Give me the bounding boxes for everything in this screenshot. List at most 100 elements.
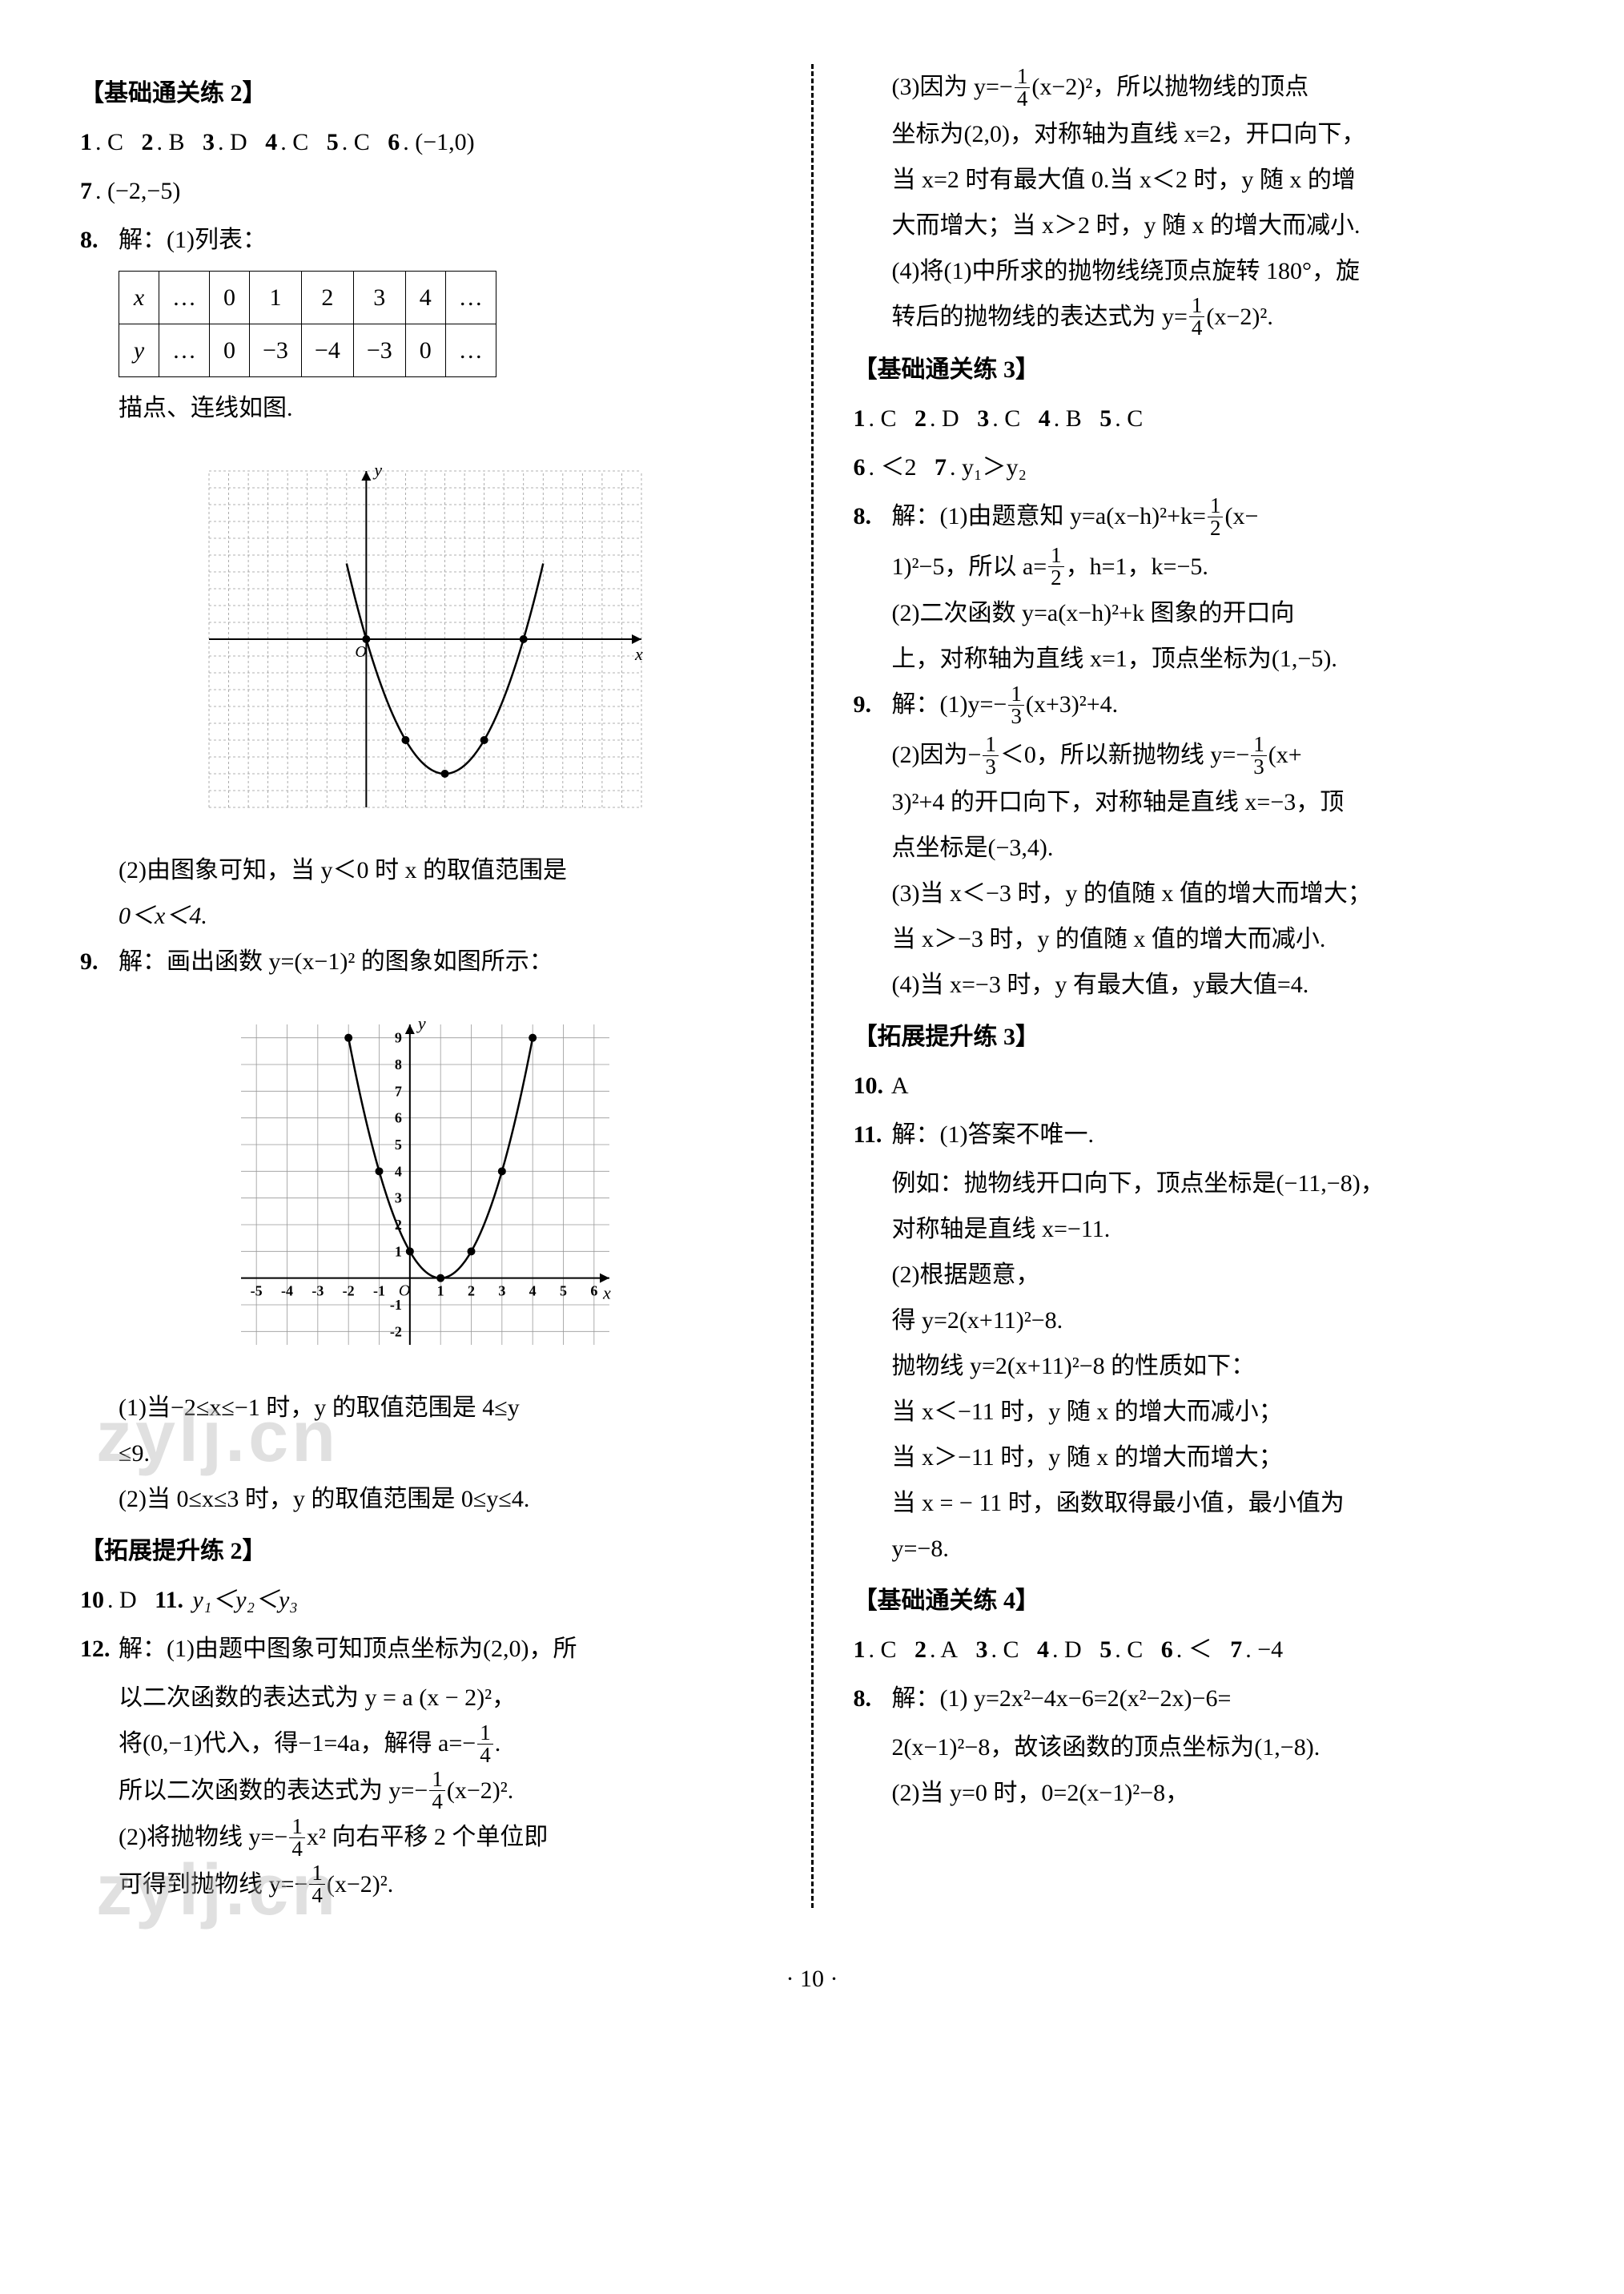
denominator: 4 <box>429 1791 445 1813</box>
fraction: 14 <box>309 1862 325 1906</box>
graph-parabola-1: Oxy <box>185 447 665 831</box>
text: 所以二次函数的表达式为 y=− <box>119 1777 428 1804</box>
problem-9-part1: (1)当−2≤x≤−1 时，y 的取值范围是 4≤y <box>80 1385 771 1431</box>
text: (2)将抛物线 y=− <box>119 1824 287 1850</box>
svg-text:-1: -1 <box>373 1283 385 1299</box>
text: 解：画出函数 y=(x−1)² 的图象如图所示： <box>119 948 553 975</box>
watermark-region-1: zylj.cn (1)当−2≤x≤−1 时，y 的取值范围是 4≤y ≤9. (… <box>80 1385 771 1522</box>
problem-12-1c: 将(0,−1)代入，得−1=4a，解得 a=−14. <box>80 1720 771 1768</box>
problem-num: 8. <box>80 217 119 263</box>
svg-text:8: 8 <box>395 1056 402 1073</box>
problem-8b: 8. 解：(1)由题意知 y=a(x−h)²+k=12(x− <box>854 493 1545 541</box>
problem-8b-2b: 上，对称轴为直线 x=1，顶点坐标为(1,−5). <box>854 636 1545 682</box>
problem-12-3a: (3)因为 y=−14(x−2)²，所以抛物线的顶点 <box>854 64 1545 111</box>
numerator: 1 <box>1008 683 1024 706</box>
problem-12-1b: 以二次函数的表达式为 y = a (x − 2)²， <box>80 1675 771 1720</box>
problem-9b-2b: 3)²+4 的开口向下，对称轴是直线 x=−3，顶 <box>854 779 1545 825</box>
problem-8b-2a: (2)二次函数 y=a(x−h)²+k 图象的开口向 <box>854 590 1545 636</box>
problem-11-2d: 当 x＜−11 时，y 随 x 的增大而减小； <box>854 1389 1545 1435</box>
denominator: 3 <box>1008 706 1024 727</box>
fraction: 13 <box>1251 734 1267 778</box>
fraction: 13 <box>1008 683 1024 727</box>
problem-12-3c: 当 x=2 时有最大值 0.当 x＜2 时，y 随 x 的增 <box>854 157 1545 203</box>
problem-11-2b: 得 y=2(x+11)²−8. <box>854 1298 1545 1343</box>
section-title-basic-4: 【基础通关练 4】 <box>854 1578 1545 1624</box>
svg-text:x: x <box>634 644 643 664</box>
text: 转后的抛物线的表达式为 y= <box>892 304 1188 330</box>
denominator: 4 <box>289 1838 305 1860</box>
fraction: 14 <box>1015 66 1031 110</box>
numerator: 1 <box>1208 495 1224 517</box>
numerator: 1 <box>309 1862 325 1885</box>
svg-text:O: O <box>356 643 367 661</box>
text: (x− <box>1224 503 1258 529</box>
svg-text:2: 2 <box>468 1283 475 1299</box>
table-header-y: y <box>119 324 159 377</box>
svg-text:x: x <box>602 1283 611 1303</box>
text: (x−2)². <box>327 1871 393 1898</box>
problem-12: 12. 解：(1)由题中图象可知顶点坐标为(2,0)，所 <box>80 1626 771 1672</box>
svg-text:-5: -5 <box>251 1283 263 1299</box>
right-column: (3)因为 y=−14(x−2)²，所以抛物线的顶点 坐标为(2,0)，对称轴为… <box>854 64 1545 1908</box>
column-divider <box>811 64 814 1908</box>
text: (x−2)². <box>447 1777 513 1804</box>
text: 解：(1)由题意知 y=a(x−h)²+k= <box>892 503 1206 529</box>
table-header-x: x <box>119 272 159 324</box>
graph-parabola-2: -5-4-3-2-1123456-2-1123456789Oxy <box>217 1000 633 1369</box>
problem-8-part2b: 0＜x＜4. <box>80 893 771 939</box>
svg-text:6: 6 <box>395 1110 402 1126</box>
text: (x−2)². <box>1206 304 1272 330</box>
section-title-ext-3: 【拓展提升练 3】 <box>854 1014 1545 1060</box>
text: 可得到抛物线 y=− <box>119 1871 308 1898</box>
denominator: 2 <box>1048 567 1064 589</box>
denominator: 4 <box>309 1885 325 1906</box>
problem-8-part2: (2)由图象可知，当 y＜0 时 x 的取值范围是 <box>80 847 771 893</box>
section-title-basic-2: 【基础通关练 2】 <box>80 70 771 116</box>
problem-11-2a: (2)根据题意， <box>854 1252 1545 1298</box>
xy-table: x…01234… y…0−3−4−30… <box>119 271 496 377</box>
problem-11-2c: 抛物线 y=2(x+11)²−8 的性质如下： <box>854 1343 1545 1389</box>
problem-9-part2: (2)当 0≤x≤3 时，y 的取值范围是 0≤y≤4. <box>80 1476 771 1522</box>
problem-8b-1b: 1)²−5，所以 a=12，h=1，k=−5. <box>854 544 1545 591</box>
problem-8: 8. 解：(1)列表： <box>80 217 771 263</box>
answer-10: 10. A <box>854 1063 1545 1109</box>
problem-text: 解：画出函数 y=(x−1)² 的图象如图所示： <box>119 939 771 984</box>
svg-text:3: 3 <box>395 1190 402 1206</box>
svg-text:1: 1 <box>437 1283 444 1299</box>
numerator: 1 <box>477 1722 493 1745</box>
problem-9b-2c: 点坐标是(−3,4). <box>854 825 1545 871</box>
answer-val: y₁＜y₂＜y₃ <box>193 1587 298 1613</box>
numerator: 1 <box>1048 545 1064 567</box>
answers-basic-3-line2: 6. ＜2 7. y₁＞y₂ <box>854 445 1545 490</box>
fraction: 14 <box>1189 295 1205 339</box>
problem-text: 解：(1)由题意知 y=a(x−h)²+k=12(x− <box>892 493 1545 541</box>
answer-num: 11. <box>155 1587 183 1613</box>
problem-9b-3: (3)当 x＜−3 时，y 的值随 x 值的增大而增大； <box>854 871 1545 916</box>
svg-text:4: 4 <box>395 1163 402 1179</box>
left-column: 【基础通关练 2】 1. C 2. B 3. D 4. C 5. C 6. (−… <box>80 64 771 1908</box>
text: (x+ <box>1268 742 1302 768</box>
numerator: 1 <box>289 1816 305 1838</box>
problem-11-2f: 当 x = − 11 时，函数取得最小值，最小值为 <box>854 1480 1545 1526</box>
svg-text:-4: -4 <box>281 1283 293 1299</box>
problem-12-4a: (4)将(1)中所求的抛物线绕顶点旋转 180°，旋 <box>854 248 1545 294</box>
page-content: 【基础通关练 2】 1. C 2. B 3. D 4. C 5. C 6. (−… <box>80 64 1544 1908</box>
numerator: 1 <box>1189 295 1205 317</box>
problem-11-2g: y=−8. <box>854 1526 1545 1572</box>
denominator: 2 <box>1208 517 1224 539</box>
problem-text: 解：(1)列表： <box>119 217 771 263</box>
answer-num: 10 <box>80 1587 104 1613</box>
section-title-ext-2: 【拓展提升练 2】 <box>80 1528 771 1574</box>
text: ＜0，所以新抛物线 y=− <box>1000 742 1249 768</box>
text: (2)因为− <box>892 742 982 768</box>
problem-12-1d: 所以二次函数的表达式为 y=−14(x−2)². <box>80 1768 771 1815</box>
problem-8c: 8. 解：(1) y=2x²−4x−6=2(x²−2x)−6= <box>854 1676 1545 1721</box>
answers-ext-2: 10. D 11. y₁＜y₂＜y₃ <box>80 1577 771 1623</box>
fraction: 14 <box>289 1816 305 1860</box>
svg-text:y: y <box>416 1013 426 1033</box>
problem-text: 解：(1)由题中图象可知顶点坐标为(2,0)，所 <box>119 1626 771 1672</box>
problem-num: 9. <box>854 682 892 729</box>
text: (x−2)²，所以抛物线的顶点 <box>1031 74 1308 100</box>
problem-11-b: 对称轴是直线 x=−11. <box>854 1206 1545 1252</box>
svg-text:9: 9 <box>395 1030 402 1046</box>
